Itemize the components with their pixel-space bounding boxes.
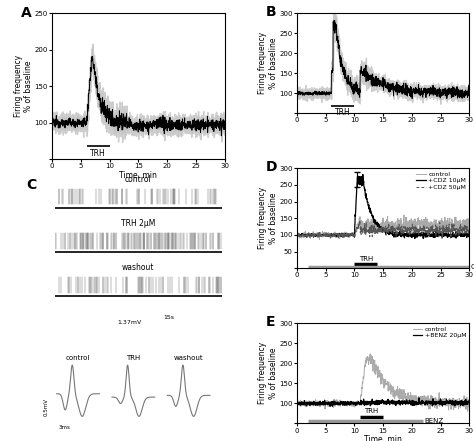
control — [339, 233, 345, 238]
Line: +CDZ 50μM: +CDZ 50μM — [297, 220, 469, 238]
Y-axis label: Firing frequency
% of baseline: Firing frequency % of baseline — [258, 342, 278, 404]
Line: control: control — [297, 354, 469, 411]
control — [368, 356, 374, 361]
control — [417, 400, 423, 405]
control — [424, 398, 430, 403]
control — [443, 224, 449, 229]
Legend: control, +CDZ 10μM, +CDZ 50μM: control, +CDZ 10μM, +CDZ 50μM — [416, 172, 466, 190]
Y-axis label: Firing frequency
% of baseline: Firing frequency % of baseline — [258, 32, 278, 94]
+CDZ 10μM — [360, 172, 366, 177]
+CDZ 50μM — [417, 228, 423, 234]
Text: control: control — [125, 175, 152, 184]
Text: B: B — [266, 5, 276, 19]
+CDZ 10μM — [313, 232, 319, 237]
+BENZ 20μM — [313, 401, 319, 407]
Line: +BENZ 20μM: +BENZ 20μM — [297, 398, 469, 406]
Text: 1.37mV: 1.37mV — [118, 320, 142, 325]
control — [443, 403, 449, 408]
Legend: control, +BENZ 20μM: control, +BENZ 20μM — [413, 326, 466, 338]
+BENZ 20μM — [327, 404, 333, 409]
+CDZ 50μM — [439, 235, 445, 241]
+CDZ 50μM — [368, 228, 374, 234]
+CDZ 10μM — [424, 234, 430, 239]
+CDZ 50μM — [357, 218, 363, 223]
control — [465, 409, 471, 414]
control — [339, 401, 345, 407]
Text: TRH: TRH — [126, 355, 140, 361]
X-axis label: Time, min: Time, min — [119, 171, 157, 180]
control — [367, 351, 373, 356]
+BENZ 20μM — [416, 395, 422, 400]
+CDZ 50μM — [294, 231, 300, 236]
control — [401, 213, 407, 218]
+BENZ 20μM — [294, 401, 300, 407]
Text: 15s: 15s — [163, 315, 174, 321]
control — [424, 217, 430, 222]
+CDZ 50μM — [339, 234, 345, 239]
Text: BENZ: BENZ — [424, 418, 444, 423]
+BENZ 20μM — [466, 402, 472, 407]
Text: control: control — [66, 355, 90, 361]
Text: C: C — [26, 178, 36, 192]
Text: 3ms: 3ms — [59, 425, 71, 430]
Line: +CDZ 10μM: +CDZ 10μM — [297, 175, 469, 239]
control — [294, 399, 300, 404]
+BENZ 20μM — [368, 402, 374, 407]
+CDZ 10μM — [339, 233, 345, 239]
+CDZ 10μM — [466, 233, 472, 238]
Text: A: A — [21, 6, 32, 20]
Y-axis label: Firing frequency
% of baseline: Firing frequency % of baseline — [14, 55, 33, 117]
Text: 0.5mV: 0.5mV — [44, 397, 49, 415]
+CDZ 10μM — [443, 231, 449, 236]
control — [466, 399, 472, 404]
control — [417, 226, 423, 231]
control — [313, 399, 319, 404]
Text: TRH: TRH — [90, 149, 106, 158]
Text: TRH: TRH — [335, 108, 351, 117]
Text: CDZ: CDZ — [470, 264, 474, 270]
Line: control: control — [297, 215, 469, 239]
+CDZ 50μM — [424, 224, 430, 230]
Text: E: E — [266, 315, 275, 329]
control — [313, 232, 319, 237]
Text: washout: washout — [174, 355, 203, 361]
Text: D: D — [266, 160, 277, 174]
Text: TRH: TRH — [359, 256, 373, 262]
+CDZ 10μM — [368, 208, 374, 213]
+CDZ 50μM — [466, 231, 472, 236]
control — [294, 235, 300, 240]
X-axis label: Time, min: Time, min — [364, 435, 402, 441]
+CDZ 50μM — [443, 227, 449, 232]
Text: washout: washout — [122, 263, 155, 272]
+CDZ 10μM — [417, 232, 423, 238]
control — [368, 221, 374, 227]
+BENZ 20μM — [417, 401, 423, 406]
Y-axis label: Firing frequency
% of baseline: Firing frequency % of baseline — [258, 187, 278, 249]
control — [466, 234, 472, 239]
control — [317, 237, 322, 242]
Text: TRH 2μM: TRH 2μM — [121, 219, 155, 228]
Text: TRH: TRH — [365, 408, 379, 414]
+CDZ 50μM — [313, 232, 319, 237]
+CDZ 10μM — [294, 232, 300, 237]
+BENZ 20μM — [424, 400, 430, 406]
+BENZ 20μM — [443, 401, 449, 406]
+CDZ 10μM — [412, 236, 418, 241]
+BENZ 20μM — [339, 400, 345, 406]
